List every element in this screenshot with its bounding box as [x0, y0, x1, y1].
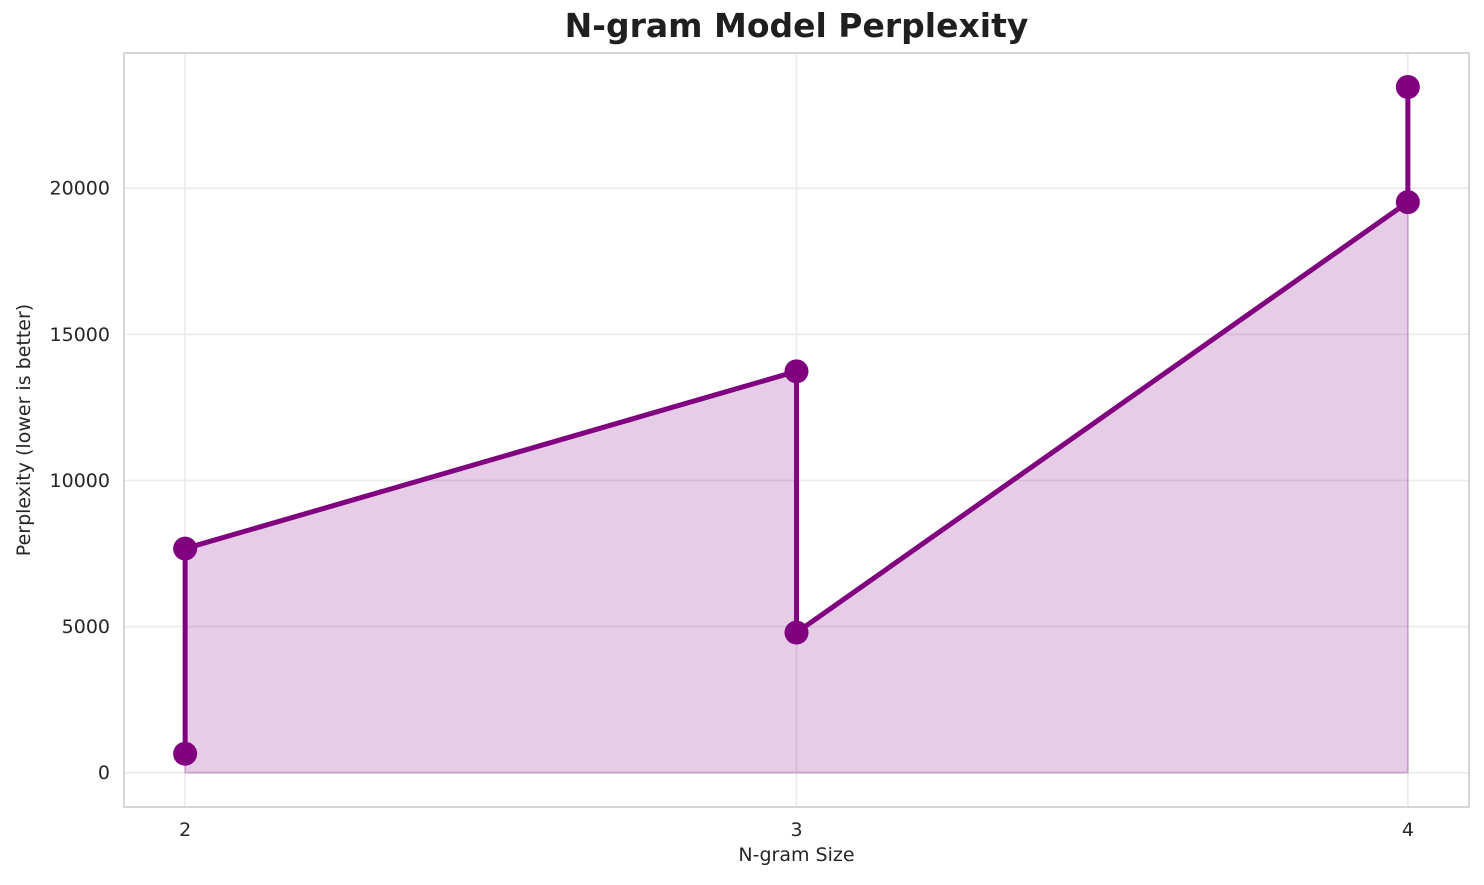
x-tick-label: 4: [1402, 819, 1414, 841]
data-line: [182, 86, 1411, 754]
data-point-marker: [784, 359, 809, 384]
x-tick-label: 3: [790, 819, 802, 841]
x-axis-label: N-gram Size: [738, 844, 855, 866]
plot-border: [123, 52, 1470, 808]
y-tick-label: 20000: [50, 178, 110, 200]
data-point-marker: [173, 741, 198, 766]
data-point-marker: [1395, 74, 1420, 99]
x-tick-label: 2: [179, 819, 191, 841]
y-tick-label: 10000: [50, 470, 110, 492]
y-tick-label: 5000: [62, 616, 110, 638]
y-tick-label: 15000: [50, 324, 110, 346]
chart-title: N-gram Model Perplexity: [564, 6, 1029, 45]
y-axis-label: Perplexity (lower is better): [13, 303, 35, 557]
data-point-marker: [1395, 190, 1420, 215]
data-point-marker: [784, 620, 809, 645]
y-tick-label: 0: [98, 762, 110, 784]
data-point-marker: [173, 536, 198, 561]
